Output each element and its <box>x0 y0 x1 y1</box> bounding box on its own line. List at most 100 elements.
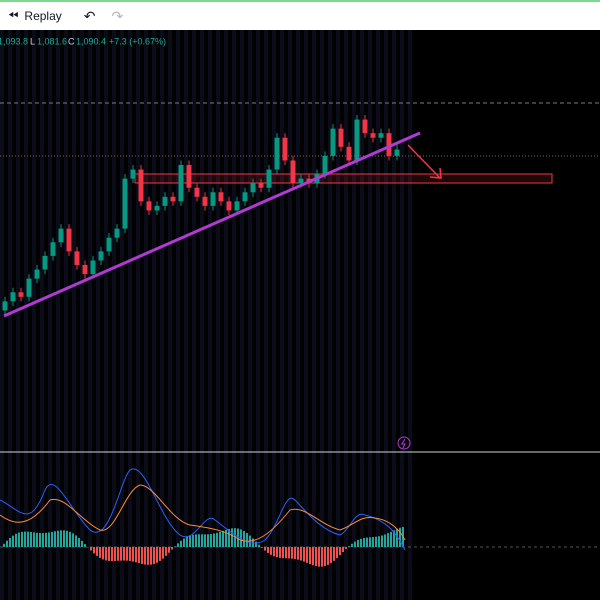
histogram-bar <box>138 547 140 564</box>
stripe <box>208 30 212 600</box>
histogram-bar <box>288 547 290 559</box>
histogram-bar <box>90 547 92 551</box>
histogram-bar <box>393 530 395 547</box>
histogram-bar <box>36 532 38 547</box>
redo-button[interactable]: ↷ <box>111 7 124 24</box>
candle-body <box>34 269 40 279</box>
histogram-bar <box>111 547 113 562</box>
histogram-bar <box>126 547 128 561</box>
histogram-bar <box>27 531 29 547</box>
candle-body <box>106 237 112 252</box>
candle-body <box>202 196 208 206</box>
stripe <box>216 30 220 600</box>
histogram-bar <box>42 533 44 547</box>
histogram-bar <box>177 543 179 547</box>
histogram-bar <box>135 547 137 563</box>
histogram-bar <box>105 547 107 561</box>
histogram-bar <box>309 547 311 565</box>
histogram-bar <box>18 532 20 547</box>
histogram-bar <box>84 544 86 547</box>
candle-body <box>346 146 352 161</box>
histogram-bar <box>333 547 335 561</box>
candle-body <box>66 228 72 252</box>
stripe <box>152 30 156 600</box>
histogram-bar <box>273 547 275 557</box>
histogram-bar <box>225 529 227 547</box>
histogram-bar <box>291 547 293 559</box>
candle-body <box>42 255 48 270</box>
stripe <box>232 30 236 600</box>
histogram-bar <box>342 547 344 553</box>
candle-body <box>354 119 360 161</box>
histogram-bar <box>351 543 353 547</box>
candle-body <box>50 242 56 256</box>
stripe <box>80 30 84 600</box>
candle-body <box>98 251 104 261</box>
histogram-bar <box>21 531 23 547</box>
histogram-bar <box>3 543 5 547</box>
histogram-bar <box>357 540 359 547</box>
histogram-bar <box>6 540 8 547</box>
histogram-bar <box>312 547 314 566</box>
candle-body <box>114 228 120 238</box>
replay-button[interactable]: ⏪︎ Replay <box>8 8 62 23</box>
histogram-bar <box>72 533 74 547</box>
stripe <box>8 30 12 600</box>
legend-close-key: C <box>68 36 75 46</box>
histogram-bar <box>153 547 155 564</box>
histogram-bar <box>234 528 236 547</box>
histogram-bar <box>168 547 170 553</box>
histogram-bar <box>192 534 194 547</box>
histogram-bar <box>117 547 119 561</box>
stripe <box>392 30 396 600</box>
stripe <box>400 30 404 600</box>
histogram-bar <box>231 528 233 547</box>
histogram-bar <box>318 547 320 567</box>
lightning-bolt <box>401 438 406 449</box>
stripe <box>352 30 356 600</box>
histogram-bar <box>369 537 371 547</box>
histogram-bar <box>171 547 173 550</box>
histogram-bar <box>183 538 185 547</box>
candle-body <box>18 292 24 297</box>
histogram-bar <box>159 547 161 561</box>
candle-body <box>138 169 144 202</box>
histogram-bar <box>339 547 341 556</box>
histogram-bar <box>327 547 329 565</box>
macd-histogram <box>3 526 404 567</box>
stripe <box>64 30 68 600</box>
histogram-bar <box>390 531 392 547</box>
candles <box>2 115 400 315</box>
histogram-bar <box>123 547 125 561</box>
stripe <box>0 30 4 600</box>
legend-change: +7.3 (+0.67%) <box>109 36 166 46</box>
stripe <box>104 30 108 600</box>
stripe <box>336 30 340 600</box>
candle-body <box>370 133 376 138</box>
candle-body <box>26 278 32 297</box>
histogram-bar <box>9 537 11 547</box>
lightning-icon[interactable] <box>397 436 411 450</box>
stripe <box>168 30 172 600</box>
histogram-bar <box>207 534 209 547</box>
histogram-bar <box>363 538 365 547</box>
candle-body <box>362 119 368 134</box>
histogram-bar <box>162 547 164 559</box>
candle-body <box>234 201 240 211</box>
stripe <box>24 30 28 600</box>
histogram-bar <box>336 547 338 559</box>
histogram-bar <box>384 534 386 547</box>
legend-low: 1,081.6 <box>37 36 67 46</box>
candle-body <box>146 201 152 211</box>
candle-body <box>178 165 184 202</box>
undo-button[interactable]: ↶ <box>83 7 96 24</box>
histogram-bar <box>255 541 257 547</box>
candle-body <box>338 128 344 147</box>
replay-label: Replay <box>24 9 62 23</box>
histogram-bar <box>315 547 317 567</box>
histogram-bar <box>258 544 260 547</box>
histogram-bar <box>372 537 374 547</box>
candle-body <box>378 133 384 138</box>
histogram-bar <box>198 534 200 547</box>
histogram-bar <box>24 531 26 547</box>
